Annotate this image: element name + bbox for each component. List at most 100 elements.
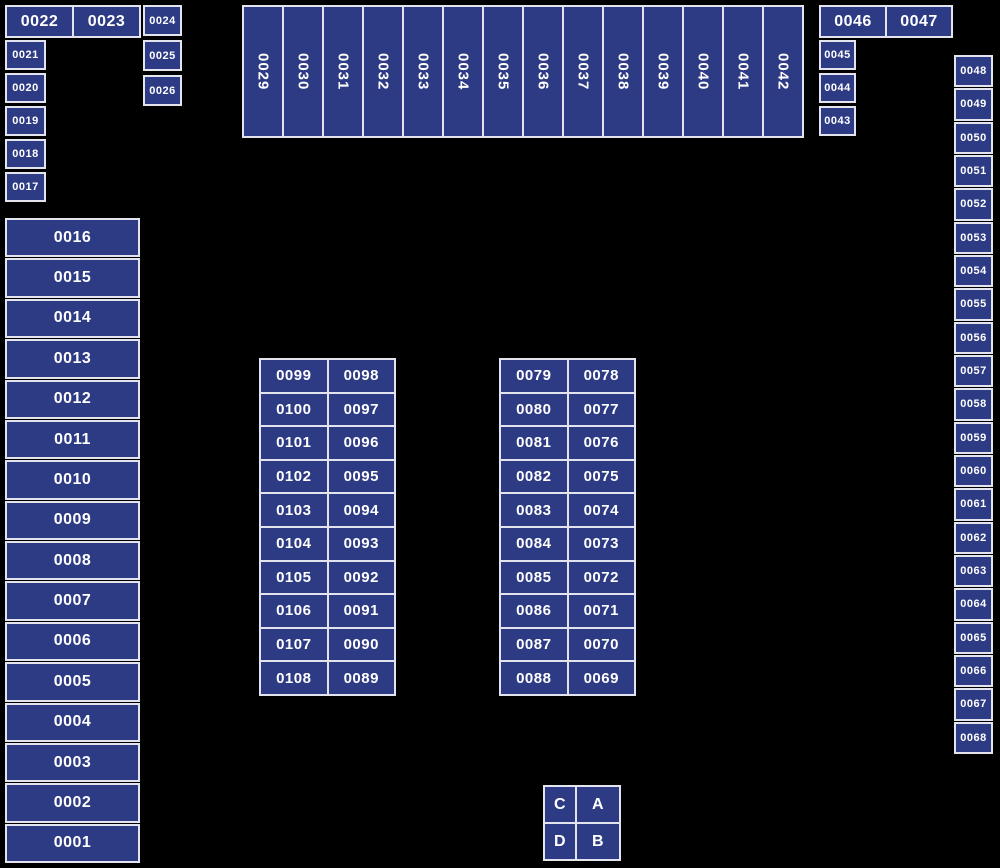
booth-0013[interactable]: 0013: [5, 339, 140, 379]
booth-0097[interactable]: 0097: [328, 393, 394, 426]
booth-0060[interactable]: 0060: [954, 454, 993, 488]
booth-A[interactable]: A: [577, 787, 619, 822]
booth-0096[interactable]: 0096: [328, 427, 394, 459]
booth-0044[interactable]: 0044: [819, 73, 856, 103]
booth-0090[interactable]: 0090: [328, 628, 394, 661]
booth-0051[interactable]: 0051: [954, 154, 993, 188]
booth-0054[interactable]: 0054: [954, 254, 993, 288]
booth-0031[interactable]: 0031: [322, 5, 364, 138]
booth-0095[interactable]: 0095: [328, 460, 394, 493]
booth-0039[interactable]: 0039: [642, 5, 684, 138]
booth-0073[interactable]: 0073: [568, 528, 634, 560]
booth-0037[interactable]: 0037: [562, 5, 604, 138]
booth-0087[interactable]: 0087: [501, 628, 567, 661]
booth-0035[interactable]: 0035: [482, 5, 524, 138]
booth-0065[interactable]: 0065: [954, 621, 993, 654]
booth-0029[interactable]: 0029: [242, 5, 284, 138]
booth-0038[interactable]: 0038: [602, 5, 644, 138]
booth-0086[interactable]: 0086: [501, 595, 567, 627]
booth-C[interactable]: C: [545, 787, 575, 822]
booth-0052[interactable]: 0052: [954, 188, 993, 221]
booth-0006[interactable]: 0006: [5, 621, 140, 662]
booth-0081[interactable]: 0081: [501, 427, 567, 459]
booth-0001[interactable]: 0001: [5, 823, 140, 863]
booth-0103[interactable]: 0103: [261, 494, 327, 526]
booth-0067[interactable]: 0067: [954, 688, 993, 721]
booth-0042[interactable]: 0042: [762, 5, 804, 138]
booth-0101[interactable]: 0101: [261, 427, 327, 459]
booth-0072[interactable]: 0072: [568, 561, 634, 594]
booth-0074[interactable]: 0074: [568, 494, 634, 526]
booth-0108[interactable]: 0108: [261, 662, 327, 694]
booth-D[interactable]: D: [545, 824, 575, 859]
booth-0025[interactable]: 0025: [143, 40, 182, 71]
booth-0084[interactable]: 0084: [501, 528, 567, 560]
booth-0047[interactable]: 0047: [885, 5, 953, 38]
booth-0026[interactable]: 0026: [143, 75, 182, 106]
booth-0040[interactable]: 0040: [682, 5, 724, 138]
booth-0061[interactable]: 0061: [954, 488, 993, 521]
booth-0063[interactable]: 0063: [954, 554, 993, 588]
booth-0093[interactable]: 0093: [328, 528, 394, 560]
booth-0075[interactable]: 0075: [568, 460, 634, 493]
booth-0094[interactable]: 0094: [328, 494, 394, 526]
booth-0045[interactable]: 0045: [819, 40, 856, 70]
booth-0102[interactable]: 0102: [261, 460, 327, 493]
booth-0033[interactable]: 0033: [402, 5, 444, 138]
booth-0069[interactable]: 0069: [568, 662, 634, 694]
booth-0082[interactable]: 0082: [501, 460, 567, 493]
booth-0049[interactable]: 0049: [954, 88, 993, 121]
booth-0041[interactable]: 0041: [722, 5, 764, 138]
booth-0105[interactable]: 0105: [261, 561, 327, 594]
booth-0066[interactable]: 0066: [954, 654, 993, 688]
booth-0030[interactable]: 0030: [282, 5, 324, 138]
booth-0083[interactable]: 0083: [501, 494, 567, 526]
booth-0076[interactable]: 0076: [568, 427, 634, 459]
booth-0056[interactable]: 0056: [954, 321, 993, 354]
booth-0091[interactable]: 0091: [328, 595, 394, 627]
booth-0098[interactable]: 0098: [328, 360, 394, 392]
booth-0023[interactable]: 0023: [72, 5, 141, 38]
booth-0015[interactable]: 0015: [5, 258, 140, 298]
booth-0011[interactable]: 0011: [5, 419, 140, 460]
booth-B[interactable]: B: [577, 824, 619, 859]
booth-0100[interactable]: 0100: [261, 393, 327, 426]
booth-0071[interactable]: 0071: [568, 595, 634, 627]
booth-0036[interactable]: 0036: [522, 5, 564, 138]
booth-0004[interactable]: 0004: [5, 702, 140, 742]
booth-0034[interactable]: 0034: [442, 5, 484, 138]
booth-0008[interactable]: 0008: [5, 541, 140, 581]
booth-0007[interactable]: 0007: [5, 581, 140, 621]
booth-0062[interactable]: 0062: [954, 521, 993, 554]
booth-0104[interactable]: 0104: [261, 528, 327, 560]
booth-0032[interactable]: 0032: [362, 5, 404, 138]
booth-0088[interactable]: 0088: [501, 662, 567, 694]
booth-0010[interactable]: 0010: [5, 460, 140, 500]
booth-0080[interactable]: 0080: [501, 393, 567, 426]
booth-0012[interactable]: 0012: [5, 379, 140, 419]
booth-0079[interactable]: 0079: [501, 360, 567, 392]
booth-0024[interactable]: 0024: [143, 5, 182, 36]
booth-0106[interactable]: 0106: [261, 595, 327, 627]
booth-0050[interactable]: 0050: [954, 121, 993, 154]
booth-0005[interactable]: 0005: [5, 662, 140, 702]
booth-0019[interactable]: 0019: [5, 106, 46, 136]
booth-0057[interactable]: 0057: [954, 354, 993, 388]
booth-0048[interactable]: 0048: [954, 55, 993, 88]
booth-0058[interactable]: 0058: [954, 388, 993, 421]
booth-0021[interactable]: 0021: [5, 40, 46, 70]
booth-0055[interactable]: 0055: [954, 288, 993, 321]
booth-0014[interactable]: 0014: [5, 298, 140, 339]
booth-0070[interactable]: 0070: [568, 628, 634, 661]
booth-0002[interactable]: 0002: [5, 783, 140, 823]
booth-0099[interactable]: 0099: [261, 360, 327, 392]
booth-0092[interactable]: 0092: [328, 561, 394, 594]
booth-0020[interactable]: 0020: [5, 73, 46, 103]
booth-0009[interactable]: 0009: [5, 500, 140, 540]
booth-0077[interactable]: 0077: [568, 393, 634, 426]
booth-0078[interactable]: 0078: [568, 360, 634, 392]
booth-0107[interactable]: 0107: [261, 628, 327, 661]
booth-0043[interactable]: 0043: [819, 106, 856, 136]
booth-0085[interactable]: 0085: [501, 561, 567, 594]
booth-0003[interactable]: 0003: [5, 742, 140, 783]
